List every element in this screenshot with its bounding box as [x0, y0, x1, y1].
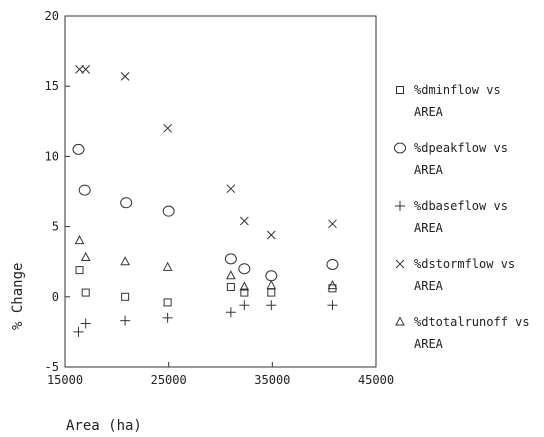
y-axis-label: % Change: [10, 263, 26, 330]
data-point-x: [81, 64, 91, 74]
x-tick-label: 35000: [254, 373, 290, 387]
data-point-circle: [120, 197, 133, 209]
data-point-x: [163, 123, 172, 133]
x-tick-label: 25000: [151, 373, 187, 387]
data-point-square: [121, 292, 130, 301]
data-point-circle: [78, 184, 91, 196]
legend-marker-triangle: [395, 316, 405, 326]
y-tick-label: 20: [45, 9, 59, 23]
y-tick-label: 0: [52, 290, 59, 304]
legend-label: %dminflow vs: [414, 83, 501, 97]
legend: %dminflow vs AREA %dpeakflow vs AREA %dbasef…: [394, 83, 530, 351]
data-point-triangle: [162, 261, 173, 271]
legend-label: %dpeakflow vs: [414, 141, 508, 155]
legend-label: AREA: [414, 105, 444, 119]
legend-label: AREA: [414, 279, 444, 293]
data-point-plus: [266, 300, 277, 311]
data-point-triangle: [80, 251, 91, 261]
legend-marker-circle: [394, 142, 406, 154]
plot-frame: [64, 15, 377, 368]
data-point-circle: [72, 143, 85, 155]
y-tick-label: -5: [45, 360, 59, 374]
legend-label: %dstormflow vs: [414, 257, 515, 271]
data-point-circle: [162, 205, 175, 217]
data-point-square: [226, 282, 235, 291]
data-point-x: [226, 184, 236, 194]
data-point-triangle: [239, 281, 250, 291]
x-axis-label: Area (ha): [66, 418, 142, 434]
x-tick-label: 45000: [358, 373, 394, 387]
y-tick-label: 5: [52, 220, 59, 234]
axis-ticks: 15000 25000 35000 45000 -5 0 5 10 15 20: [45, 9, 395, 387]
data-point-plus: [225, 307, 236, 318]
legend-label: AREA: [414, 221, 444, 235]
data-point-circle: [326, 259, 339, 271]
data-point-x: [75, 64, 84, 74]
legend-label: %dbaseflow vs: [414, 199, 508, 213]
data-point-square: [81, 288, 90, 297]
data-point-triangle: [120, 256, 130, 266]
data-point-plus: [120, 315, 131, 326]
data-point-plus: [239, 300, 250, 311]
legend-marker-square: [396, 86, 404, 94]
data-point-x: [239, 216, 249, 226]
data-point-plus: [162, 312, 173, 323]
data-point-plus: [80, 318, 91, 329]
legend-marker-plus: [395, 201, 405, 211]
y-tick-label: 15: [45, 79, 59, 93]
data-point-x: [328, 219, 337, 229]
data-point-square: [240, 288, 249, 297]
data-point-circle: [224, 253, 237, 265]
data-point-circle: [238, 263, 251, 275]
data-point-square: [267, 288, 276, 297]
data-point-triangle: [74, 235, 85, 245]
data-point-triangle: [327, 280, 338, 290]
data-point-x: [120, 72, 130, 81]
data-point-square: [163, 298, 172, 307]
legend-label: AREA: [414, 337, 444, 351]
data-point-plus: [73, 326, 84, 337]
y-tick-label: 10: [45, 149, 59, 163]
data-point-triangle: [266, 280, 277, 290]
legend-label: %dtotalrunoff vs: [414, 315, 530, 329]
data-markers: [72, 64, 339, 337]
data-point-circle: [265, 270, 278, 282]
data-point-x: [266, 230, 276, 240]
data-point-plus: [327, 300, 338, 311]
legend-label: AREA: [414, 163, 444, 177]
x-tick-label: 15000: [47, 373, 83, 387]
legend-marker-x: [395, 259, 405, 269]
data-point-triangle: [226, 270, 236, 280]
data-point-square: [75, 266, 84, 275]
